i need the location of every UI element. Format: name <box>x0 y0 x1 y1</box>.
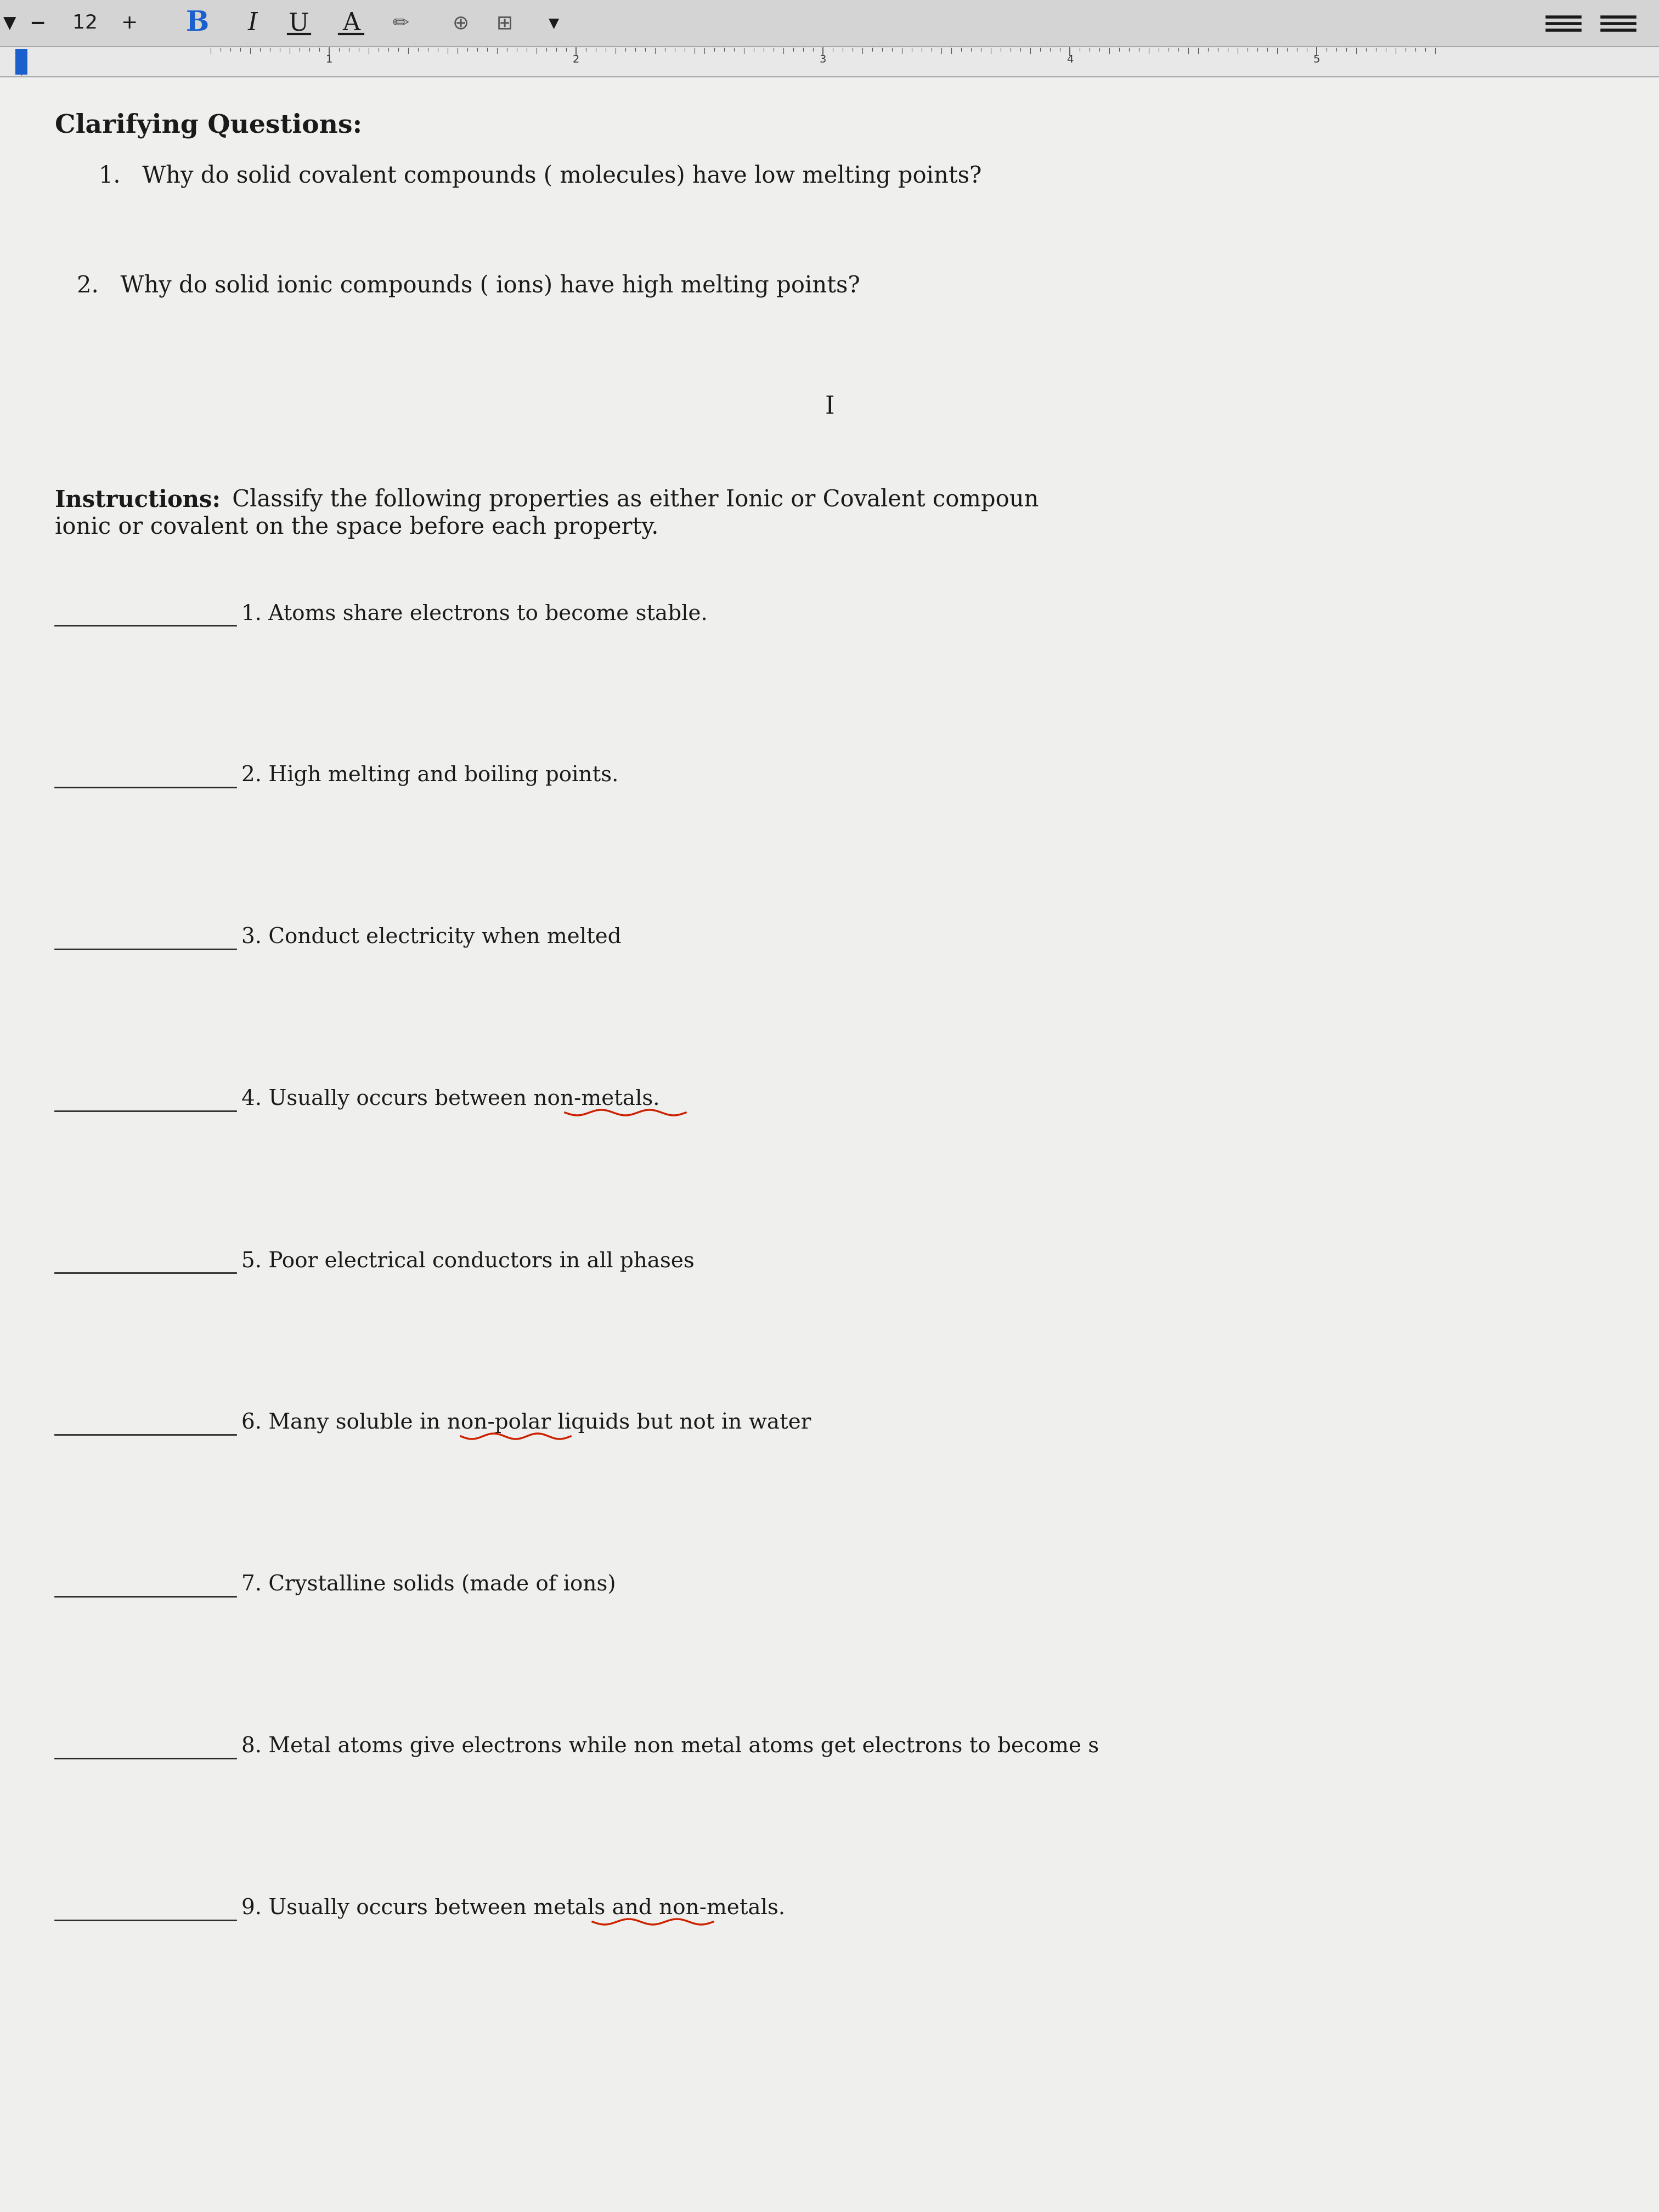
Text: A: A <box>342 11 360 35</box>
Text: ▼: ▼ <box>17 66 25 77</box>
Text: 5. Poor electrical conductors in all phases: 5. Poor electrical conductors in all pha… <box>242 1250 695 1272</box>
Text: Classify the following properties as either Ionic or Covalent compoun: Classify the following properties as eit… <box>226 489 1039 511</box>
Text: 5: 5 <box>1314 55 1321 64</box>
Text: 8. Metal atoms give electrons while non metal atoms get electrons to become s: 8. Metal atoms give electrons while non … <box>242 1736 1098 1756</box>
Text: 3. Conduct electricity when melted: 3. Conduct electricity when melted <box>242 927 622 949</box>
Text: 6. Many soluble in non-polar liquids but not in water: 6. Many soluble in non-polar liquids but… <box>242 1413 811 1433</box>
Text: 4. Usually occurs between non-metals.: 4. Usually occurs between non-metals. <box>242 1088 660 1110</box>
Text: 2: 2 <box>572 55 579 64</box>
Text: 2. High melting and boiling points.: 2. High melting and boiling points. <box>242 765 619 785</box>
Text: 9. Usually occurs between metals and non-metals.: 9. Usually occurs between metals and non… <box>242 1898 785 1920</box>
Text: 2.   Why do solid ionic compounds ( ions) have high melting points?: 2. Why do solid ionic compounds ( ions) … <box>76 274 859 299</box>
Bar <box>0 0 1659 46</box>
Text: 1.   Why do solid covalent compounds ( molecules) have low melting points?: 1. Why do solid covalent compounds ( mol… <box>100 164 982 188</box>
Text: ▼: ▼ <box>3 15 17 31</box>
Text: B: B <box>186 9 209 38</box>
Text: Clarifying Questions:: Clarifying Questions: <box>55 113 362 137</box>
Text: −: − <box>28 13 45 33</box>
Text: Instructions:: Instructions: <box>55 489 221 511</box>
Text: I: I <box>825 396 834 418</box>
Text: 12: 12 <box>73 13 98 33</box>
Text: ionic or covalent on the space before each property.: ionic or covalent on the space before ea… <box>55 515 659 540</box>
Text: 1: 1 <box>325 55 332 64</box>
Text: 4: 4 <box>1067 55 1073 64</box>
Text: ▼: ▼ <box>549 18 559 31</box>
Text: ⊕: ⊕ <box>453 13 469 33</box>
Text: ⊞: ⊞ <box>496 13 513 33</box>
Text: 3: 3 <box>820 55 826 64</box>
Bar <box>15 49 28 75</box>
Text: 1. Atoms share electrons to become stable.: 1. Atoms share electrons to become stabl… <box>242 604 708 624</box>
Text: 7. Crystalline solids (made of ions): 7. Crystalline solids (made of ions) <box>242 1575 615 1595</box>
Bar <box>0 46 1659 77</box>
Text: U: U <box>289 11 309 35</box>
Text: I: I <box>247 11 257 35</box>
Text: ✏: ✏ <box>392 13 408 33</box>
Text: +: + <box>121 13 138 33</box>
